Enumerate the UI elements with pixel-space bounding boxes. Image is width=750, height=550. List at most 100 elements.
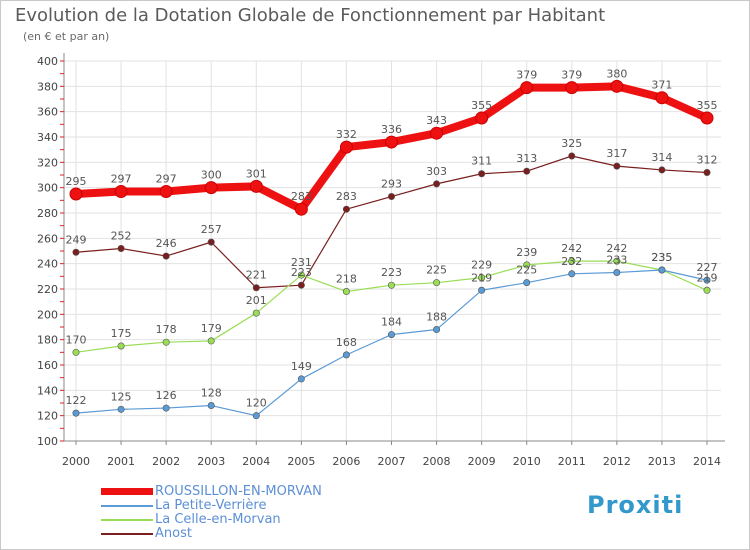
data-label-2: 239 xyxy=(516,246,537,259)
data-label-3: 311 xyxy=(471,155,492,168)
data-label-2: 170 xyxy=(66,333,87,346)
data-label-0: 300 xyxy=(201,169,222,182)
data-label-0: 283 xyxy=(291,190,312,203)
data-point-1 xyxy=(342,351,350,359)
data-label-1: 122 xyxy=(66,394,87,407)
x-tick-label: 2002 xyxy=(152,455,180,468)
data-point-1 xyxy=(433,326,441,334)
data-point-1 xyxy=(568,270,576,278)
x-tick-label: 2001 xyxy=(107,455,135,468)
data-point-1 xyxy=(252,412,260,420)
chart-title: Evolution de la Dotation Globale de Fonc… xyxy=(15,5,606,26)
data-point-1 xyxy=(613,269,621,277)
y-tick-label: 300 xyxy=(37,182,58,195)
data-point-0 xyxy=(294,202,308,216)
data-label-0: 355 xyxy=(697,99,718,112)
data-point-1 xyxy=(72,409,80,417)
data-label-3: 293 xyxy=(381,178,402,191)
data-point-3 xyxy=(387,193,395,201)
data-point-0 xyxy=(475,111,489,125)
data-label-1: 235 xyxy=(651,251,672,264)
legend-swatch-roussillon xyxy=(101,488,153,495)
proxiti-logo: Proxiti xyxy=(587,491,683,519)
data-point-0 xyxy=(610,79,624,93)
data-label-1: 168 xyxy=(336,336,357,349)
legend-label-celle-en-morvan: La Celle-en-Morvan xyxy=(155,512,281,527)
data-label-0: 297 xyxy=(156,172,177,185)
data-point-1 xyxy=(297,375,305,383)
data-label-3: 221 xyxy=(246,269,267,282)
data-label-3: 246 xyxy=(156,237,177,250)
data-label-1: 233 xyxy=(606,254,627,267)
data-point-0 xyxy=(159,184,173,198)
data-label-1: 120 xyxy=(246,397,267,410)
data-label-3: 325 xyxy=(561,137,582,150)
data-point-2 xyxy=(433,279,441,287)
data-label-2: 178 xyxy=(156,323,177,336)
data-point-1 xyxy=(207,402,215,410)
x-tick-label: 2014 xyxy=(693,455,721,468)
data-point-2 xyxy=(207,337,215,345)
data-point-3 xyxy=(297,281,305,289)
data-label-3: 317 xyxy=(606,147,627,160)
legend-swatch-petite-verriere xyxy=(101,505,153,507)
data-point-3 xyxy=(568,152,576,160)
data-label-1: 219 xyxy=(471,271,492,284)
y-tick-label: 240 xyxy=(37,258,58,271)
data-label-3: 312 xyxy=(697,153,718,166)
data-point-2 xyxy=(703,286,711,294)
data-point-0 xyxy=(520,81,534,95)
data-point-2 xyxy=(297,271,305,279)
logo-text: Proxiti xyxy=(587,491,684,519)
legend-swatch-anost xyxy=(101,533,153,535)
data-label-3: 283 xyxy=(336,190,357,203)
data-label-2: 223 xyxy=(381,266,402,279)
y-tick-label: 200 xyxy=(37,308,58,321)
data-point-2 xyxy=(613,257,621,265)
data-point-1 xyxy=(523,279,531,287)
x-tick-label: 2013 xyxy=(648,455,676,468)
x-tick-label: 2004 xyxy=(242,455,270,468)
data-label-2: 229 xyxy=(471,259,492,272)
x-tick-label: 2010 xyxy=(513,455,541,468)
y-tick-label: 100 xyxy=(37,435,58,448)
x-tick-label: 2006 xyxy=(332,455,360,468)
data-point-2 xyxy=(72,348,80,356)
data-label-2: 201 xyxy=(246,294,267,307)
data-label-0: 380 xyxy=(606,67,627,80)
data-point-3 xyxy=(658,166,666,174)
data-label-0: 297 xyxy=(111,172,132,185)
data-point-3 xyxy=(523,167,531,175)
chart-subtitle: (en € et par an) xyxy=(23,30,110,43)
data-label-2: 175 xyxy=(111,327,132,340)
data-label-2: 218 xyxy=(336,273,357,286)
y-tick-label: 280 xyxy=(37,207,58,220)
data-point-1 xyxy=(117,405,125,413)
data-point-0 xyxy=(204,181,218,195)
x-tick-label: 2007 xyxy=(378,455,406,468)
data-label-2: 231 xyxy=(291,256,312,269)
y-tick-label: 160 xyxy=(37,359,58,372)
data-label-1: 188 xyxy=(426,311,447,324)
data-label-3: 303 xyxy=(426,165,447,178)
data-point-0 xyxy=(700,111,714,125)
data-label-0: 379 xyxy=(561,69,582,82)
y-tick-label: 340 xyxy=(37,131,58,144)
data-point-3 xyxy=(162,252,170,260)
data-point-2 xyxy=(252,309,260,317)
y-tick-label: 400 xyxy=(37,55,58,68)
data-point-3 xyxy=(72,248,80,256)
legend-label-anost: Anost xyxy=(155,526,192,541)
data-point-1 xyxy=(162,404,170,412)
y-tick-label: 260 xyxy=(37,232,58,245)
data-point-3 xyxy=(117,244,125,252)
data-label-0: 295 xyxy=(66,175,87,188)
x-tick-label: 2003 xyxy=(197,455,225,468)
y-tick-label: 220 xyxy=(37,283,58,296)
data-label-3: 313 xyxy=(516,152,537,165)
data-point-0 xyxy=(385,135,398,149)
y-tick-label: 360 xyxy=(37,106,58,119)
data-label-1: 184 xyxy=(381,316,402,329)
data-label-2: 225 xyxy=(426,264,447,277)
